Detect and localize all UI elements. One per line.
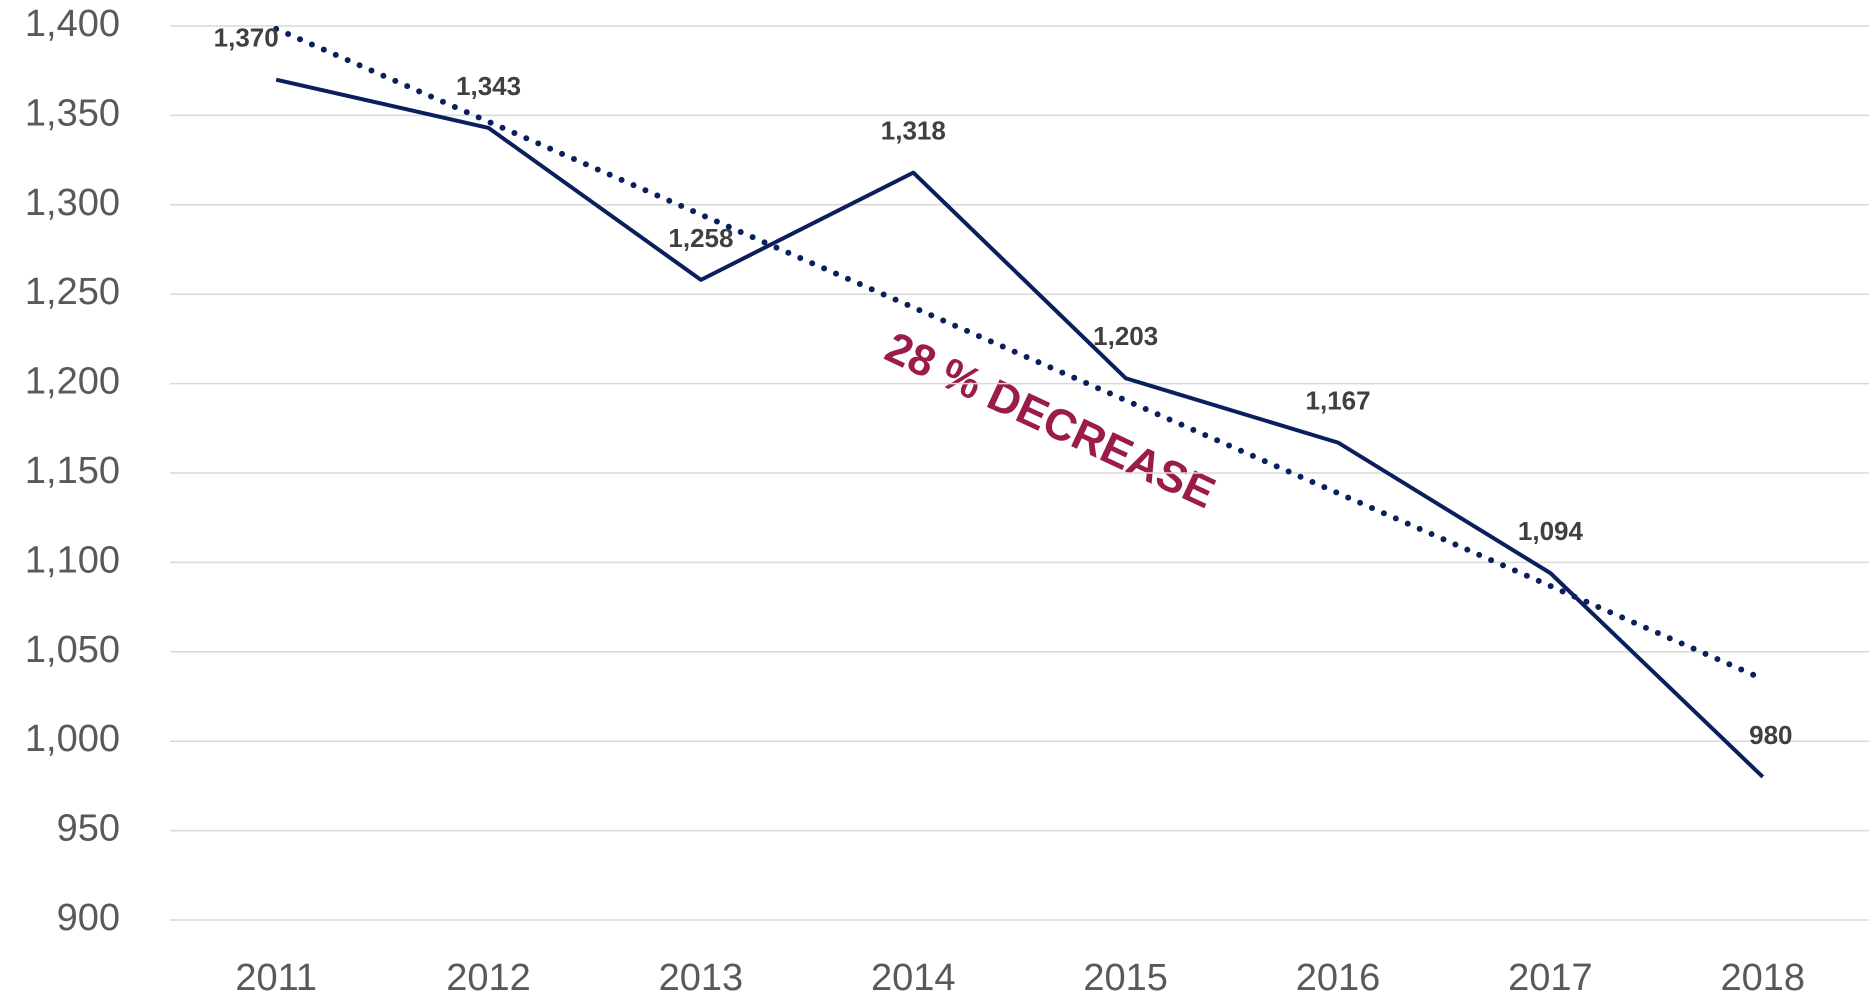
line xyxy=(275,77,1765,779)
data-label: 980 xyxy=(1749,720,1792,750)
data-label: 1,258 xyxy=(668,223,733,253)
x-tick-label: 2012 xyxy=(446,957,531,999)
y-tick-label: 900 xyxy=(57,897,120,939)
y-tick-label: 1,200 xyxy=(25,361,120,403)
data-label: 1,203 xyxy=(1093,321,1158,351)
data-label: 1,370 xyxy=(214,23,279,53)
data-label: 1,167 xyxy=(1306,385,1371,415)
x-tick-label: 2013 xyxy=(659,957,744,999)
x-tick-label: 2016 xyxy=(1296,957,1381,999)
x-tick-label: 2017 xyxy=(1508,957,1593,999)
y-tick-label: 950 xyxy=(57,808,120,850)
y-tick-label: 1,300 xyxy=(25,182,120,224)
y-tick-label: 1,050 xyxy=(25,629,120,671)
y-tick-label: 1,000 xyxy=(25,718,120,760)
data-label: 1,343 xyxy=(456,71,521,101)
y-tick-label: 1,350 xyxy=(25,92,120,134)
y-tick-label: 1,400 xyxy=(25,3,120,45)
x-tick-label: 2014 xyxy=(871,957,956,999)
y-tick-label: 1,100 xyxy=(25,539,120,581)
y-tick-label: 1,150 xyxy=(25,450,120,492)
data-label: 1,318 xyxy=(881,115,946,145)
data-label: 1,094 xyxy=(1518,516,1584,546)
x-tick-label: 2015 xyxy=(1083,957,1168,999)
y-tick-label: 1,250 xyxy=(25,271,120,313)
trendline xyxy=(273,25,1766,682)
x-tick-label: 2018 xyxy=(1721,957,1806,999)
x-tick-label: 2011 xyxy=(235,957,317,999)
